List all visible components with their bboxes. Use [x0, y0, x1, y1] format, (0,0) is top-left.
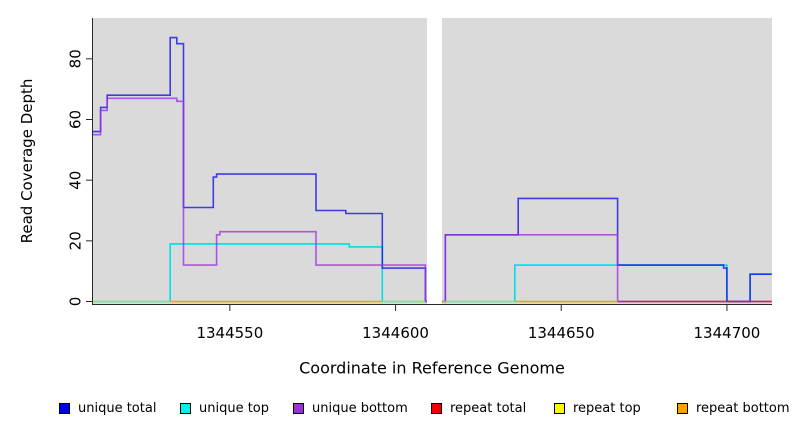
y-tick-label: 20 [67, 231, 85, 250]
x-axis-title: Coordinate in Reference Genome [299, 358, 565, 378]
legend-label: unique total [78, 400, 157, 416]
legend-label: repeat total [450, 400, 527, 416]
y-tick-label: 60 [66, 110, 84, 129]
x-tick-label: 1344600 [362, 324, 429, 342]
legend-swatch-repeat-total [431, 402, 442, 414]
legend-swatch-unique-top [180, 402, 191, 414]
legend-item-unique-top: unique top [180, 398, 269, 418]
legend-item-repeat-total: repeat total [431, 398, 526, 418]
series-unique-bottom-line [93, 97, 772, 303]
y-tick-label: 40 [66, 171, 84, 190]
series-unique-total-line [93, 36, 772, 303]
gap-mask-band [427, 18, 442, 304]
x-tick-label: 1344700 [694, 324, 761, 342]
legend-item-unique-total: unique total [59, 398, 156, 418]
legend-swatch-repeat-bottom [677, 402, 688, 414]
legend-swatch-unique-total [59, 402, 70, 414]
x-tick-label: 1344650 [528, 324, 595, 342]
y-axis-title: Read Coverage Depth [18, 78, 36, 244]
y-tick-label: 80 [67, 49, 85, 68]
legend-swatch-repeat-top [554, 402, 565, 414]
legend-item-repeat-bottom: repeat bottom [677, 398, 790, 418]
legend: unique total unique top unique bottom repea… [0, 398, 792, 422]
legend-item-unique-bottom: unique bottom [293, 398, 408, 418]
y-tick-label: 0 [67, 297, 85, 307]
x-tick-label: 1344550 [196, 324, 263, 342]
legend-item-repeat-top: repeat top [554, 398, 641, 418]
legend-label: unique bottom [312, 400, 408, 416]
legend-swatch-unique-bottom [293, 402, 304, 414]
legend-label: repeat bottom [696, 400, 790, 416]
legend-label: repeat top [573, 400, 641, 416]
legend-label: unique top [199, 400, 270, 416]
